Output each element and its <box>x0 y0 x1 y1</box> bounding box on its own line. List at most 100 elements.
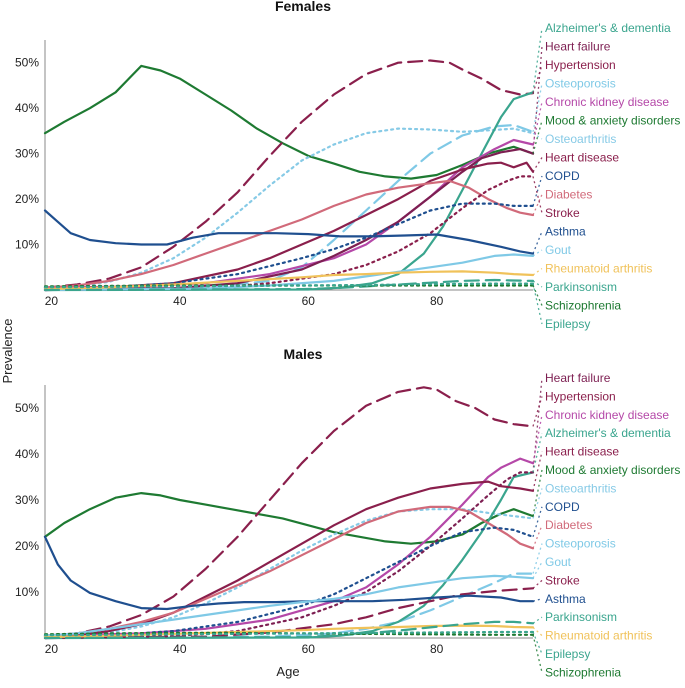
females-legend-connector-mood-anxiety-disorders <box>532 120 543 154</box>
males-y-tick-label: 20% <box>15 539 39 553</box>
males-panel: Males 10% 20% 30% 40% 50% 20 40 60 80 Heart failur… <box>15 346 680 679</box>
females-legend-connector-chronic-kidney-disease <box>532 101 543 145</box>
females-y-tick-label: 30% <box>15 147 39 161</box>
females-y-tick-label: 40% <box>15 101 39 115</box>
males-y-tick-label: 40% <box>15 447 39 461</box>
females-x-tick-label: 80 <box>430 294 444 308</box>
males-x-tick-label: 20 <box>45 642 59 656</box>
females-series-chronic-kidney-disease <box>43 138 535 289</box>
males-series-diabetes <box>43 505 535 637</box>
females-series-epilepsy <box>43 282 535 289</box>
females-legend-schizophrenia: Schizophrenia <box>545 299 621 313</box>
females-y-tick-label: 10% <box>15 238 39 252</box>
females-series-mood-anxiety-disorders <box>43 64 535 180</box>
males-legend-stroke: Stroke <box>545 573 580 587</box>
females-legend-gout: Gout <box>545 243 572 257</box>
females-panel: Females 10% 20% 30% 40% 50% 20 40 60 80 Alzheimer'… <box>15 0 680 331</box>
males-legend-connector-schizophrenia <box>532 634 543 673</box>
females-series-hypertension <box>43 59 535 289</box>
males-legend-osteoporosis: Osteoporosis <box>545 537 616 551</box>
males-x-tick-label: 80 <box>430 642 444 656</box>
females-panel-title: Females <box>275 0 331 14</box>
females-legend-alzheimer-s-dementia: Alzheimer's & dementia <box>545 21 671 35</box>
females-legend-epilepsy: Epilepsy <box>545 317 590 331</box>
females-series-copd <box>43 202 535 290</box>
males-legend-asthma: Asthma <box>545 592 586 606</box>
males-series-osteoporosis <box>43 572 535 640</box>
males-legend-connector-osteoporosis <box>532 543 543 574</box>
females-legend-connector-epilepsy <box>532 283 543 325</box>
males-legend-connector-copd <box>532 506 543 537</box>
males-x-tick-label: 40 <box>173 642 187 656</box>
males-legend-connector-parkinsonism <box>532 616 543 624</box>
females-y-tick-label: 50% <box>15 56 39 70</box>
males-legend-connector-hypertension <box>532 396 543 427</box>
males-series-asthma <box>43 535 535 611</box>
males-series-copd <box>43 526 535 638</box>
females-series-asthma <box>43 209 535 255</box>
males-legend-connector-diabetes <box>532 524 543 549</box>
males-series-parkinsonism <box>43 620 535 640</box>
females-legend-connector-parkinsonism <box>532 280 543 288</box>
females-legend-copd: COPD <box>545 169 580 183</box>
males-legend-diabetes: Diabetes <box>545 518 592 532</box>
females-legend-connector-gout <box>532 249 543 257</box>
females-legend-connector-osteoporosis <box>532 83 543 132</box>
males-legend-gout: Gout <box>545 555 572 569</box>
males-x-tick-label: 60 <box>302 642 316 656</box>
females-legend-connector-hypertension <box>532 64 543 94</box>
males-legend-connector-epilepsy <box>532 631 543 655</box>
males-legend-connector-rheumatoid-arthritis <box>532 626 543 637</box>
males-legend-hypertension: Hypertension <box>545 389 616 403</box>
females-series-alzheimer-s-dementia <box>43 91 535 292</box>
females-legend-connector-asthma <box>532 231 543 254</box>
males-series-schizophrenia <box>43 631 535 636</box>
males-legend-connector-asthma <box>532 598 543 602</box>
males-series-mood-anxiety-disorders <box>43 492 535 545</box>
females-legend-osteoporosis: Osteoporosis <box>545 77 616 91</box>
females-y-tick-label: 20% <box>15 192 39 206</box>
males-legend-connector-gout <box>532 561 543 579</box>
y-axis-title: Prevalence <box>0 318 15 383</box>
males-legend-schizophrenia: Schizophrenia <box>545 665 621 679</box>
males-legend-parkinsonism: Parkinsonism <box>545 610 617 624</box>
females-legend-chronic-kidney-disease: Chronic kidney disease <box>545 95 669 109</box>
females-legend-connector-rheumatoid-arthritis <box>532 267 543 276</box>
females-legend-heart-failure: Heart failure <box>545 40 611 54</box>
females-legend-heart-disease: Heart disease <box>545 151 619 165</box>
males-legend-connector-osteoarthritis <box>532 488 543 519</box>
males-legend-connector-chronic-kidney-disease <box>532 414 543 464</box>
females-legend-connector-schizophrenia <box>532 285 543 306</box>
females-legend-mood-anxiety-disorders: Mood & anxiety disorders <box>545 114 680 128</box>
males-legend-chronic-kidney-disease: Chronic kidney disease <box>545 408 669 422</box>
females-legend-asthma: Asthma <box>545 225 586 239</box>
males-legend-connector-alzheimer-s-dementia <box>532 433 543 473</box>
males-y-tick-label: 10% <box>15 585 39 599</box>
males-y-tick-label: 50% <box>15 401 39 415</box>
females-legend-rheumatoid-arthritis: Rheumatoid arthritis <box>545 262 652 276</box>
males-y-tick-label: 30% <box>15 493 39 507</box>
males-series-alzheimer-s-dementia <box>43 471 535 640</box>
females-series-heart-failure <box>43 148 535 292</box>
males-series-chronic-kidney-disease <box>43 457 535 637</box>
females-legend-connector-copd <box>532 175 543 207</box>
females-legend-osteoarthritis: Osteoarthritis <box>545 132 616 146</box>
females-x-tick-label: 20 <box>45 294 59 308</box>
males-panel-title: Males <box>284 346 323 362</box>
males-legend-osteoarthritis: Osteoarthritis <box>545 481 616 495</box>
females-legend-parkinsonism: Parkinsonism <box>545 280 617 294</box>
females-series-osteoporosis <box>43 123 535 292</box>
x-axis-title: Age <box>276 664 299 679</box>
females-legend-connector-alzheimer-s-dementia <box>532 27 543 93</box>
females-legend-diabetes: Diabetes <box>545 188 592 202</box>
females-series-diabetes <box>43 179 535 289</box>
males-series-epilepsy <box>43 630 535 637</box>
males-series-osteoarthritis <box>43 508 535 638</box>
females-legend-hypertension: Hypertension <box>545 58 616 72</box>
males-legend-mood-anxiety-disorders: Mood & anxiety disorders <box>545 463 680 477</box>
females-legend-connector-osteoarthritis <box>532 132 543 140</box>
males-legend-copd: COPD <box>545 500 580 514</box>
males-legend-connector-heart-disease <box>532 451 543 491</box>
